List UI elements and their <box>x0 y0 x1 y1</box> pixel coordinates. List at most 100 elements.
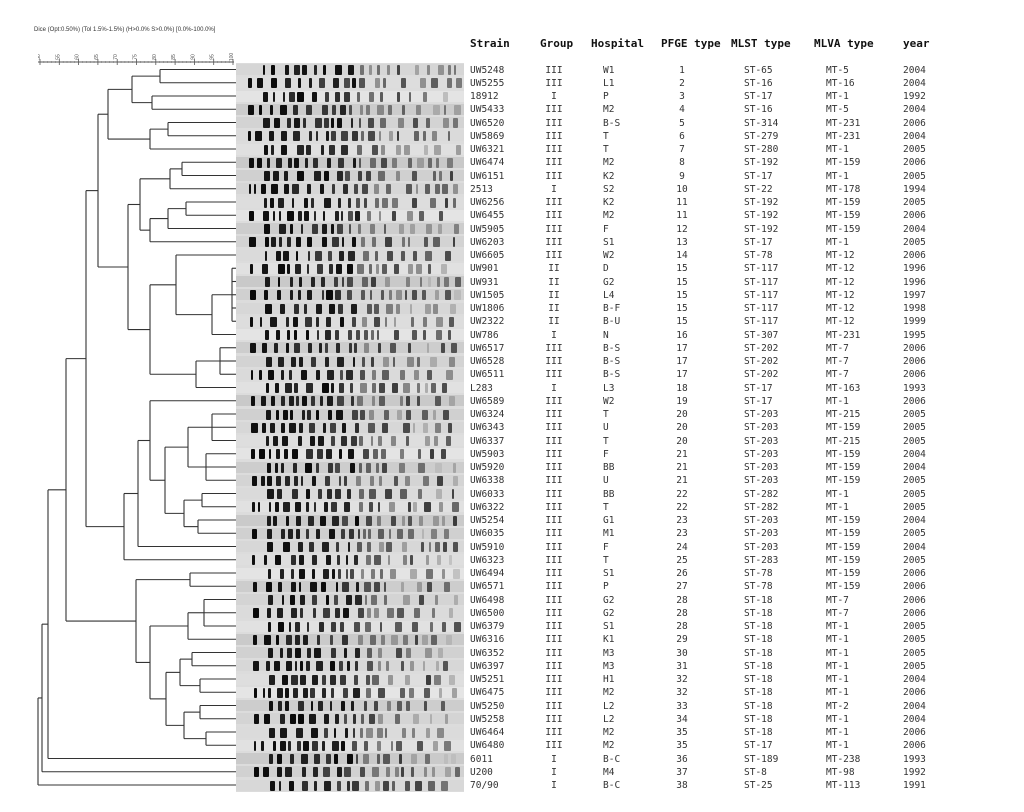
gel-band <box>404 290 407 301</box>
gel-band <box>321 104 329 115</box>
gel-band <box>384 489 392 499</box>
gel-band <box>288 91 295 102</box>
gel-band <box>353 727 356 738</box>
gel-band <box>407 515 412 526</box>
gel-band <box>324 475 330 486</box>
cell-mlst: ST-78 <box>744 250 773 261</box>
cell-strain: 6011 <box>470 753 493 765</box>
table-row: UW5869 III T 6 ST-279 MT-231 2004 <box>0 130 1024 143</box>
cell-strain: U200 <box>470 766 493 778</box>
gel-band <box>267 595 274 605</box>
gel-band <box>347 277 354 287</box>
gel-band <box>309 131 313 142</box>
gel-band <box>284 449 288 460</box>
table-row: L283 I L3 18 ST-17 MT-163 1993 <box>0 382 1024 395</box>
table-row: UW6500 III G2 28 ST-18 MT-7 2006 <box>0 607 1024 620</box>
gel-band <box>290 356 296 367</box>
cell-mlst: ST-17 <box>744 170 773 182</box>
gel-band <box>400 250 405 261</box>
gel-band <box>334 595 338 605</box>
table-row: UW6323 III T 25 ST-283 MT-159 2005 <box>0 554 1024 567</box>
gel-band <box>315 462 319 473</box>
gel-band <box>252 581 258 592</box>
gel-band <box>335 290 341 301</box>
gel-band <box>311 595 318 605</box>
gel-band <box>455 767 460 778</box>
gel-band <box>413 422 416 433</box>
gel-band <box>291 608 297 619</box>
cell-group: III <box>545 130 563 142</box>
gel-band <box>348 224 352 234</box>
gel-band <box>271 144 275 155</box>
table-row: U200 I M4 37 ST-8 MT-98 1992 <box>0 766 1024 779</box>
gel-lane <box>236 117 464 128</box>
gel-band <box>298 277 302 287</box>
gel-band <box>405 674 411 685</box>
gel-band <box>279 740 287 751</box>
gel-band <box>248 104 254 115</box>
gel-band <box>356 330 360 340</box>
cell-group: II <box>548 316 560 328</box>
gel-band <box>353 184 359 195</box>
cell-strain: UW6464 <box>470 727 505 738</box>
gel-band <box>360 727 363 738</box>
cell-mlst: ST-18 <box>744 594 773 606</box>
cell-strain: UW6324 <box>470 409 505 420</box>
gel-lane <box>236 196 464 208</box>
table-row: UW6337 III T 20 ST-203 MT-215 2005 <box>0 435 1024 448</box>
gel-band <box>397 608 404 619</box>
table-row: UW5248 III W1 1 ST-65 MT-5 2004 <box>0 64 1024 77</box>
gel-band <box>343 78 351 89</box>
gel-band <box>315 131 319 142</box>
gel-band <box>347 65 355 75</box>
gel-band <box>337 303 343 314</box>
cell-hospital: M2 <box>603 687 615 699</box>
gel-band <box>403 383 410 393</box>
gel-band <box>435 462 442 473</box>
gel-band <box>363 740 368 751</box>
cell-pfge: 20 <box>676 422 688 434</box>
gel-band <box>353 714 356 725</box>
gel-band <box>366 515 372 526</box>
gel-band <box>277 277 281 287</box>
gel-lane <box>236 435 464 446</box>
gel-band <box>304 210 310 221</box>
gel-band <box>261 263 269 274</box>
gel-band <box>401 727 407 738</box>
gel-band <box>448 356 456 367</box>
gel-band <box>446 369 453 380</box>
gel-band <box>357 528 361 539</box>
table-row: UW5258 III L2 34 ST-18 MT-1 2004 <box>0 713 1024 726</box>
gel-band <box>449 608 453 619</box>
table-row: UW6464 III M2 35 ST-18 MT-1 2006 <box>0 726 1024 739</box>
gel-band <box>354 210 360 221</box>
cell-mlva: MT-159 <box>826 210 861 222</box>
gel-band <box>280 104 287 115</box>
gel-band <box>407 343 412 354</box>
cell-group: III <box>545 197 563 208</box>
cell-year: 1999 <box>903 316 926 328</box>
gel-band <box>423 144 428 155</box>
cell-mlva: MT-163 <box>826 382 861 394</box>
gel-band <box>373 316 380 327</box>
gel-band <box>355 581 359 592</box>
table-row: UW6338 III U 21 ST-203 MT-159 2005 <box>0 474 1024 487</box>
gel-band <box>410 568 418 579</box>
gel-band <box>427 263 431 274</box>
cell-mlst: ST-203 <box>744 409 779 420</box>
gel-band <box>400 396 403 407</box>
gel-band <box>305 157 309 168</box>
gel-band <box>354 343 358 354</box>
cell-mlst: ST-203 <box>744 515 779 526</box>
cell-strain: UW6352 <box>470 647 505 659</box>
cell-pfge: 17 <box>676 356 688 367</box>
gel-band <box>324 330 331 340</box>
gel-band <box>412 118 419 128</box>
gel-band <box>320 396 323 407</box>
gel-band <box>284 701 289 711</box>
gel-band <box>258 104 263 115</box>
gel-lane <box>236 594 464 605</box>
gel-band <box>335 714 339 725</box>
similarity-scale: 50 55 60 65 70 75 80 85 90 95 100 <box>38 53 235 65</box>
cell-pfge: 38 <box>676 780 688 791</box>
